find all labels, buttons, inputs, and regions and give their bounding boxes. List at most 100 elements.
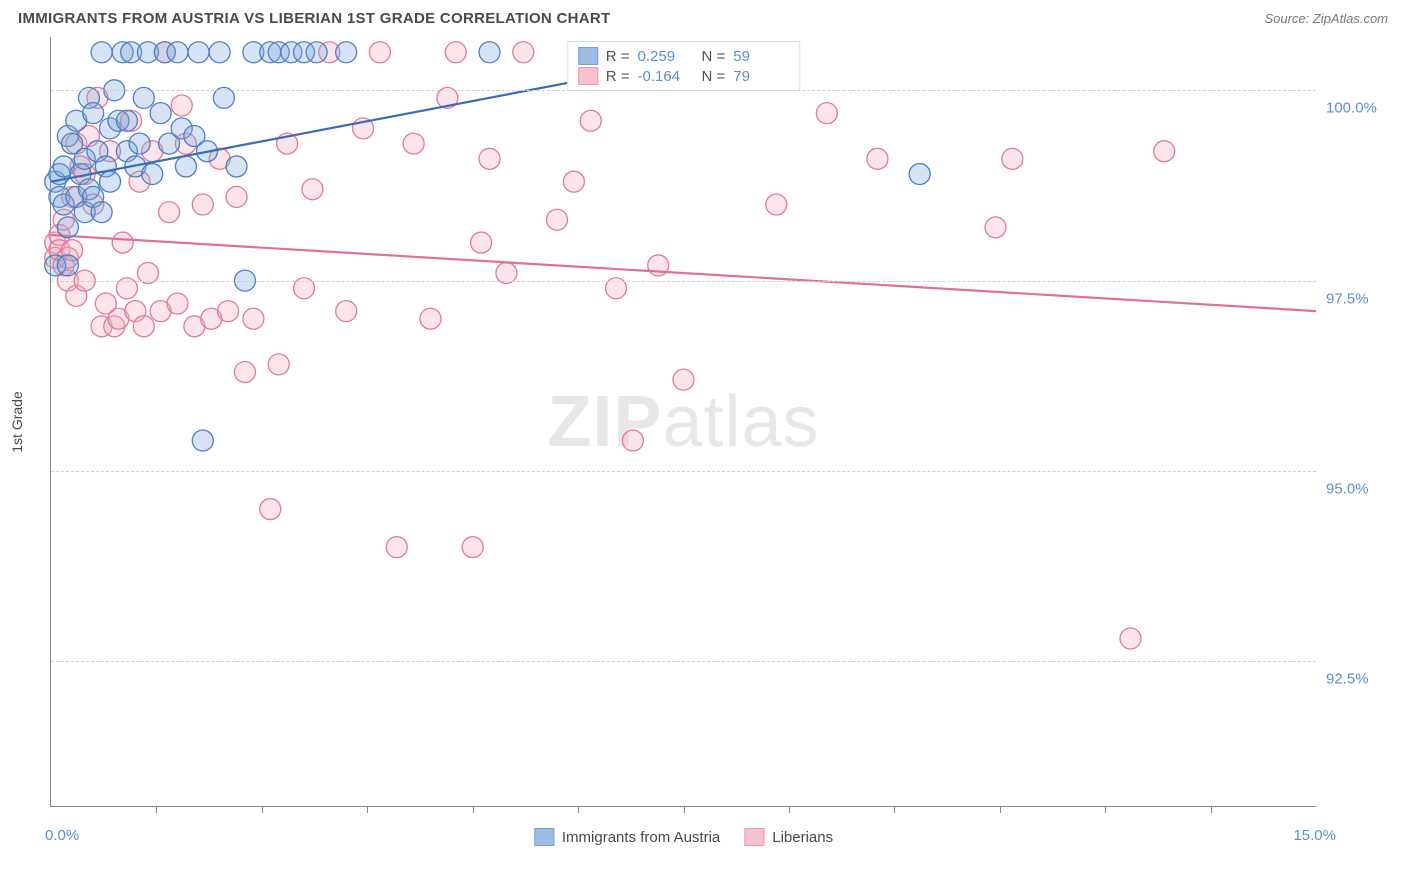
y-tick-label: 95.0% <box>1326 480 1396 497</box>
legend-item-austria: Immigrants from Austria <box>534 828 720 846</box>
data-point <box>167 293 188 314</box>
data-point <box>175 156 196 177</box>
x-tick <box>684 806 685 813</box>
y-tick-label: 97.5% <box>1326 290 1396 307</box>
data-point <box>1154 141 1175 162</box>
r-value-austria: 0.259 <box>638 48 694 65</box>
data-point <box>445 42 466 63</box>
data-point <box>513 42 534 63</box>
data-point <box>112 232 133 253</box>
legend-label-liberia: Liberians <box>772 829 833 846</box>
data-point <box>420 308 441 329</box>
x-tick <box>894 806 895 813</box>
x-tick <box>1105 806 1106 813</box>
y-tick-label: 92.5% <box>1326 671 1396 688</box>
r-value-liberia: -0.164 <box>638 68 694 85</box>
x-tick <box>578 806 579 813</box>
x-max-label: 15.0% <box>1293 827 1336 844</box>
data-point <box>218 301 239 322</box>
n-value-austria: 59 <box>733 48 789 65</box>
data-point <box>268 354 289 375</box>
gridline <box>51 661 1316 662</box>
chart-title: IMMIGRANTS FROM AUSTRIA VS LIBERIAN 1ST … <box>18 10 611 27</box>
x-tick <box>156 806 157 813</box>
data-point <box>159 202 180 223</box>
legend-item-liberia: Liberians <box>744 828 833 846</box>
data-point <box>386 537 407 558</box>
data-point <box>129 133 150 154</box>
data-point <box>985 217 1006 238</box>
x-tick <box>367 806 368 813</box>
data-point <box>622 430 643 451</box>
legend-label-austria: Immigrants from Austria <box>562 829 720 846</box>
plot-area: 1st Grade ZIPatlas R = 0.259 N = 59 R = … <box>50 37 1316 807</box>
n-label: N = <box>702 48 726 65</box>
series-legend: Immigrants from Austria Liberians <box>534 828 833 846</box>
data-point <box>369 42 390 63</box>
swatch-liberia <box>744 828 764 846</box>
gridline <box>51 90 1316 91</box>
x-tick <box>789 806 790 813</box>
gridline <box>51 471 1316 472</box>
swatch-liberia <box>578 67 598 85</box>
data-point <box>100 171 121 192</box>
data-point <box>91 202 112 223</box>
data-point <box>226 156 247 177</box>
data-point <box>91 42 112 63</box>
data-point <box>188 42 209 63</box>
data-point <box>547 209 568 230</box>
data-point <box>471 232 492 253</box>
y-tick-label: 100.0% <box>1326 100 1396 117</box>
data-point <box>192 430 213 451</box>
data-point <box>479 148 500 169</box>
data-point <box>816 103 837 124</box>
scatter-svg <box>51 37 1316 806</box>
x-tick <box>262 806 263 813</box>
correlation-legend: R = 0.259 N = 59 R = -0.164 N = 79 <box>567 41 801 91</box>
data-point <box>1120 628 1141 649</box>
data-point <box>336 301 357 322</box>
n-label: N = <box>702 68 726 85</box>
data-point <box>142 164 163 185</box>
data-point <box>150 103 171 124</box>
data-point <box>192 194 213 215</box>
source-label: Source: ZipAtlas.com <box>1264 11 1388 26</box>
data-point <box>83 103 104 124</box>
swatch-austria <box>578 47 598 65</box>
r-label: R = <box>606 68 630 85</box>
data-point <box>167 42 188 63</box>
data-point <box>306 42 327 63</box>
data-point <box>116 110 137 131</box>
data-point <box>226 186 247 207</box>
y-axis-title: 1st Grade <box>9 391 25 452</box>
legend-row-austria: R = 0.259 N = 59 <box>578 46 790 66</box>
data-point <box>133 316 154 337</box>
data-point <box>302 179 323 200</box>
x-tick <box>473 806 474 813</box>
data-point <box>171 95 192 116</box>
data-point <box>462 537 483 558</box>
n-value-liberia: 79 <box>733 68 789 85</box>
data-point <box>57 217 78 238</box>
data-point <box>563 171 584 192</box>
data-point <box>1002 148 1023 169</box>
data-point <box>580 110 601 131</box>
legend-row-liberia: R = -0.164 N = 79 <box>578 66 790 86</box>
data-point <box>336 42 357 63</box>
data-point <box>909 164 930 185</box>
data-point <box>243 308 264 329</box>
data-point <box>766 194 787 215</box>
data-point <box>867 148 888 169</box>
data-point <box>479 42 500 63</box>
x-tick <box>1000 806 1001 813</box>
x-min-label: 0.0% <box>45 827 79 844</box>
data-point <box>234 362 255 383</box>
data-point <box>57 255 78 276</box>
data-point <box>209 42 230 63</box>
swatch-austria <box>534 828 554 846</box>
data-point <box>403 133 424 154</box>
x-tick <box>1211 806 1212 813</box>
data-point <box>260 499 281 520</box>
r-label: R = <box>606 48 630 65</box>
gridline <box>51 281 1316 282</box>
